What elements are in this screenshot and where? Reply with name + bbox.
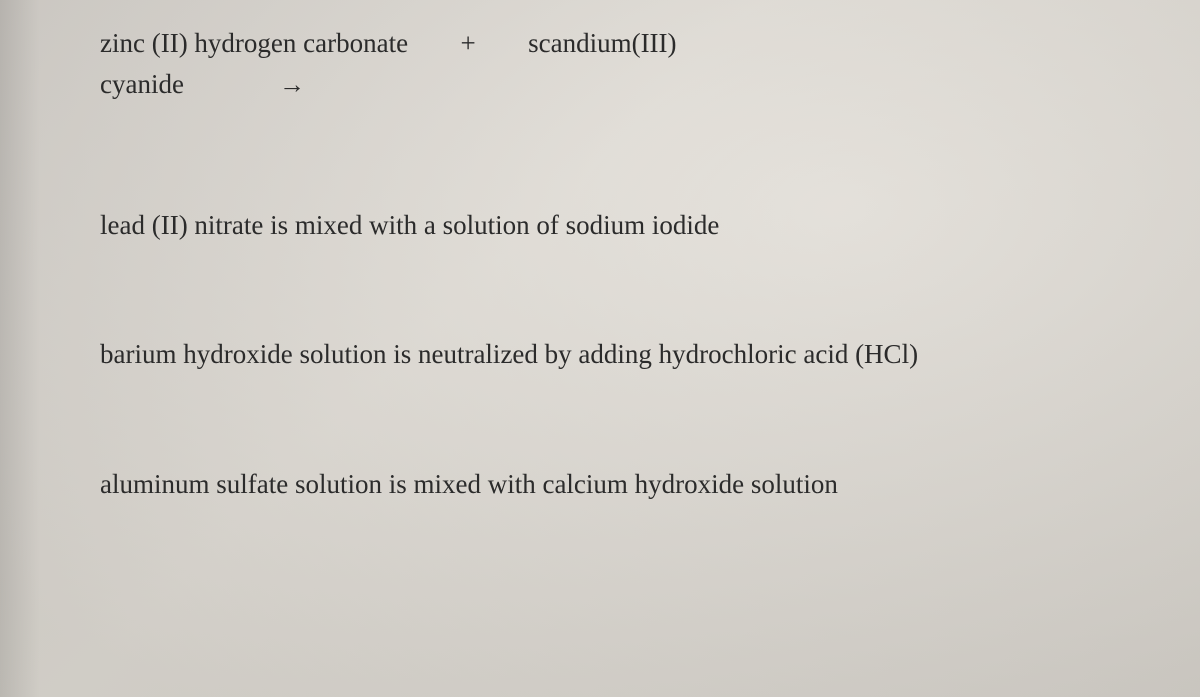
problem-3: barium hydroxide solution is neutralized… (100, 335, 1110, 374)
reactant-2: scandium(III) (528, 24, 676, 63)
reactant-1: zinc (II) hydrogen carbonate (100, 24, 408, 63)
problem-4-text: aluminum sulfate solution is mixed with … (100, 469, 838, 499)
reactant-1-continued: cyanide (100, 65, 184, 104)
problem-1-line-2: cyanide → (100, 65, 1110, 104)
page-left-shadow (0, 0, 40, 697)
problem-2: lead (II) nitrate is mixed with a soluti… (100, 206, 1110, 245)
reaction-arrow-icon: → (279, 66, 305, 104)
problem-4: aluminum sulfate solution is mixed with … (100, 465, 1110, 504)
problem-3-text: barium hydroxide solution is neutralized… (100, 339, 918, 369)
plus-symbol: + (408, 24, 528, 63)
problem-1: zinc (II) hydrogen carbonate + scandium(… (100, 24, 1110, 104)
problem-1-line-1: zinc (II) hydrogen carbonate + scandium(… (100, 24, 1110, 63)
problem-2-text: lead (II) nitrate is mixed with a soluti… (100, 210, 719, 240)
